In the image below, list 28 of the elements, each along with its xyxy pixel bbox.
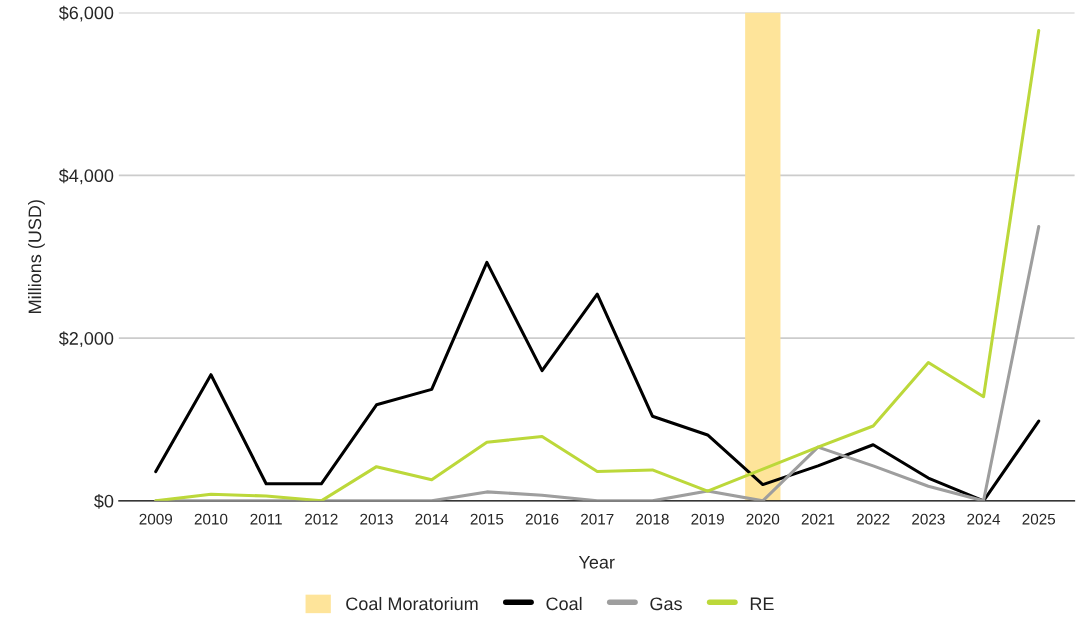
line-series [154, 28, 1041, 501]
y-tick-label: $2,000 [58, 331, 114, 347]
x-axis-title: Year [578, 556, 615, 569]
x-tick-label: 2021 [801, 513, 835, 525]
x-tick-label: 2016 [525, 513, 559, 525]
y-axis-title: Millions (USD) [28, 200, 45, 313]
y-tick-label: $4,000 [58, 168, 114, 185]
x-tick-label: 2010 [194, 513, 228, 525]
x-tick-label: 2022 [856, 513, 890, 525]
x-tick-label: 2013 [360, 513, 393, 525]
legend-label: Gas [650, 597, 682, 611]
legend-label: Coal Moratorium [346, 596, 478, 611]
legend-label: RE [750, 597, 774, 610]
x-tick-label: 2023 [912, 513, 945, 525]
x-tick-label: 2014 [415, 513, 449, 525]
x-tick-label: 2024 [967, 513, 1001, 525]
x-tick-label: 2017 [581, 513, 614, 525]
y-tick-label: $6,000 [58, 5, 114, 22]
y-tick-label: $0 [94, 494, 114, 509]
x-tick-label: 2018 [636, 513, 669, 525]
x-tick-label: 2019 [691, 513, 724, 525]
x-tick-label: 2011 [250, 513, 282, 525]
x-tick-label: 2012 [305, 513, 338, 525]
legend-label: Coal [546, 596, 582, 611]
x-tick-label: 2020 [746, 513, 780, 525]
x-tick-label: 2015 [470, 513, 504, 525]
x-tick-label: 2025 [1022, 513, 1056, 525]
x-tick-label: 2009 [139, 513, 173, 525]
